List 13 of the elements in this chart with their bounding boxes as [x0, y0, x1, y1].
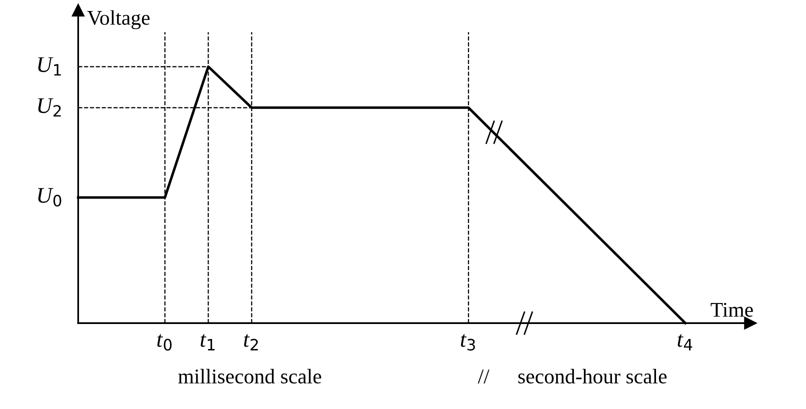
x-tick-label: t$_{0}$: [157, 334, 172, 351]
ref-line-label: U$_{1}$: [38, 57, 61, 76]
text: //: [478, 370, 490, 384]
x-tick-label: t$_{2}$: [244, 334, 258, 350]
x-axis-title: Time: [710, 302, 753, 317]
text: U$_{0}$: [38, 188, 62, 207]
text: millisecond scale: [178, 368, 322, 384]
ref-line-label: U$_{2}$: [38, 98, 61, 117]
text: second-hour scale: [518, 368, 667, 384]
x-tick-label: t$_{4}$: [678, 334, 692, 350]
x-tick-label: t$_{1}$: [200, 334, 215, 350]
y-axis-title: Voltage: [87, 10, 150, 30]
x-tick-label: t$_{3}$: [460, 334, 475, 351]
